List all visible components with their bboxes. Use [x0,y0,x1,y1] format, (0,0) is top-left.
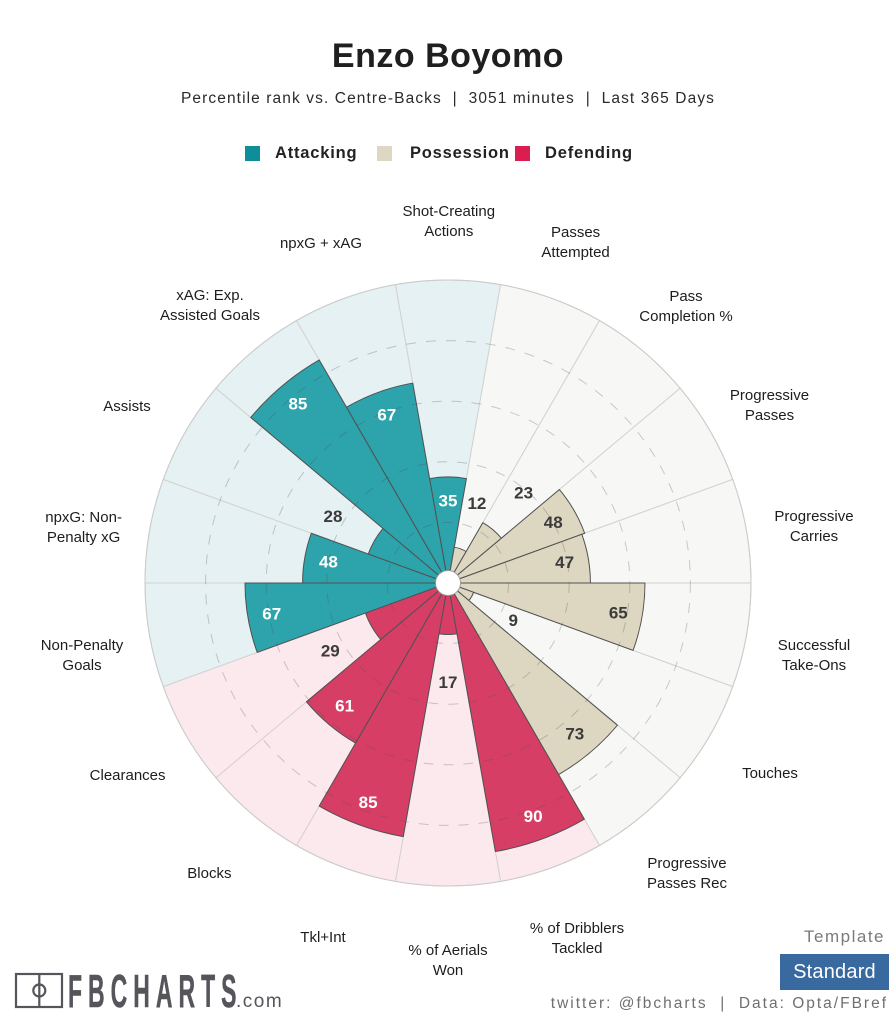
svg-text:90: 90 [524,807,543,826]
svg-text:12: 12 [467,494,486,513]
svg-text:67: 67 [262,605,281,624]
svg-text:29: 29 [321,641,340,660]
svg-text:61: 61 [335,697,354,716]
svg-text:65: 65 [609,604,628,623]
svg-text:47: 47 [555,553,574,572]
svg-text:85: 85 [288,395,307,414]
svg-text:FBCHARTS: FBCHARTS [68,965,242,1017]
svg-text:.com: .com [236,991,283,1012]
svg-text:85: 85 [359,793,378,812]
svg-text:23: 23 [514,483,533,502]
svg-text:48: 48 [319,552,338,571]
svg-text:28: 28 [324,507,343,526]
svg-text:67: 67 [377,405,396,424]
svg-text:9: 9 [508,611,517,630]
svg-text:17: 17 [439,673,458,692]
svg-text:35: 35 [439,492,458,511]
svg-text:48: 48 [544,513,563,532]
svg-text:73: 73 [565,725,584,744]
